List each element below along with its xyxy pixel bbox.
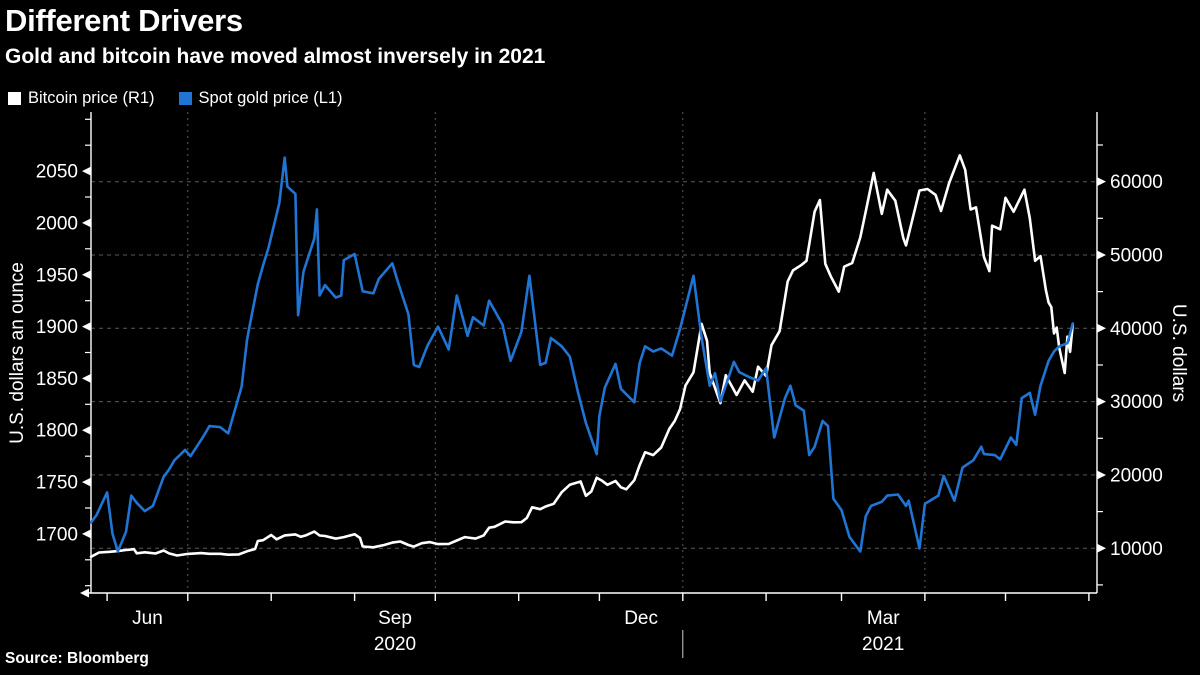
left-tick-arrow-icon-2000 (82, 218, 91, 228)
left-tick-arrow-icon-1800 (82, 425, 91, 435)
legend-swatch-gold (178, 92, 192, 105)
right-tick-arrow-icon-50000 (1097, 250, 1106, 260)
left-tick-arrow-icon-2050 (82, 166, 91, 176)
right-tick-arrow-icon-30000 (1097, 397, 1106, 407)
right-tick-arrow-icon-20000 (1097, 470, 1106, 480)
left-tick-arrow-icon-1900 (82, 322, 91, 332)
right-tick-label-10000: 10000 (1110, 539, 1163, 560)
right-tick-arrow-icon-40000 (1097, 323, 1106, 333)
right-tick-label-50000: 50000 (1110, 246, 1163, 267)
chart-subtitle: Gold and bitcoin have moved almost inver… (5, 45, 546, 68)
legend-item-bitcoin: Bitcoin price (R1) (8, 89, 155, 108)
left-tick-arrow-icon-1750 (82, 477, 91, 487)
left-axis-title: U.S. dollars an ounce (7, 262, 28, 444)
right-tick-arrow-icon-60000 (1097, 177, 1106, 187)
legend-label-bitcoin: Bitcoin price (R1) (28, 89, 155, 107)
left-tick-arrow-icon-1950 (82, 270, 91, 280)
bitcoin-price-line (89, 154, 1075, 559)
year-label-2021: 2021 (862, 634, 904, 655)
month-label-sep: Sep (378, 608, 412, 629)
right-tick-label-40000: 40000 (1110, 319, 1163, 340)
left-tick-label-1850: 1850 (36, 369, 78, 390)
month-label-dec: Dec (624, 608, 658, 629)
year-label-2020: 2020 (374, 634, 416, 655)
left-tick-label-2050: 2050 (36, 162, 78, 183)
right-axis-title: U.S. dollars (1168, 304, 1189, 402)
legend-label-gold: Spot gold price (L1) (198, 89, 343, 107)
legend-item-gold: Spot gold price (L1) (178, 89, 343, 108)
chart-title: Different Drivers (5, 3, 243, 38)
legend: Bitcoin price (R1) Spot gold price (L1) (8, 89, 343, 108)
left-tick-label-1900: 1900 (36, 317, 78, 338)
month-label-jun: Jun (132, 608, 163, 629)
right-tick-label-60000: 60000 (1110, 172, 1163, 193)
left-tick-label-1800: 1800 (36, 421, 78, 442)
gold-price-line (89, 156, 1075, 553)
left-tick-label-2000: 2000 (36, 213, 78, 234)
month-label-mar: Mar (867, 608, 900, 629)
left-tick-label-1750: 1750 (36, 473, 78, 494)
right-tick-label-30000: 30000 (1110, 392, 1163, 413)
source-credit: Source: Bloomberg (5, 650, 149, 667)
left-tick-label-1700: 1700 (36, 524, 78, 545)
left-tick-label-1950: 1950 (36, 265, 78, 286)
x-axis-continuation-arrow-icon (80, 588, 89, 598)
left-tick-arrow-icon-1700 (82, 529, 91, 539)
legend-swatch-bitcoin (8, 92, 21, 105)
right-tick-arrow-icon-10000 (1097, 543, 1106, 553)
left-tick-arrow-icon-1850 (82, 373, 91, 383)
right-tick-label-20000: 20000 (1110, 465, 1163, 486)
